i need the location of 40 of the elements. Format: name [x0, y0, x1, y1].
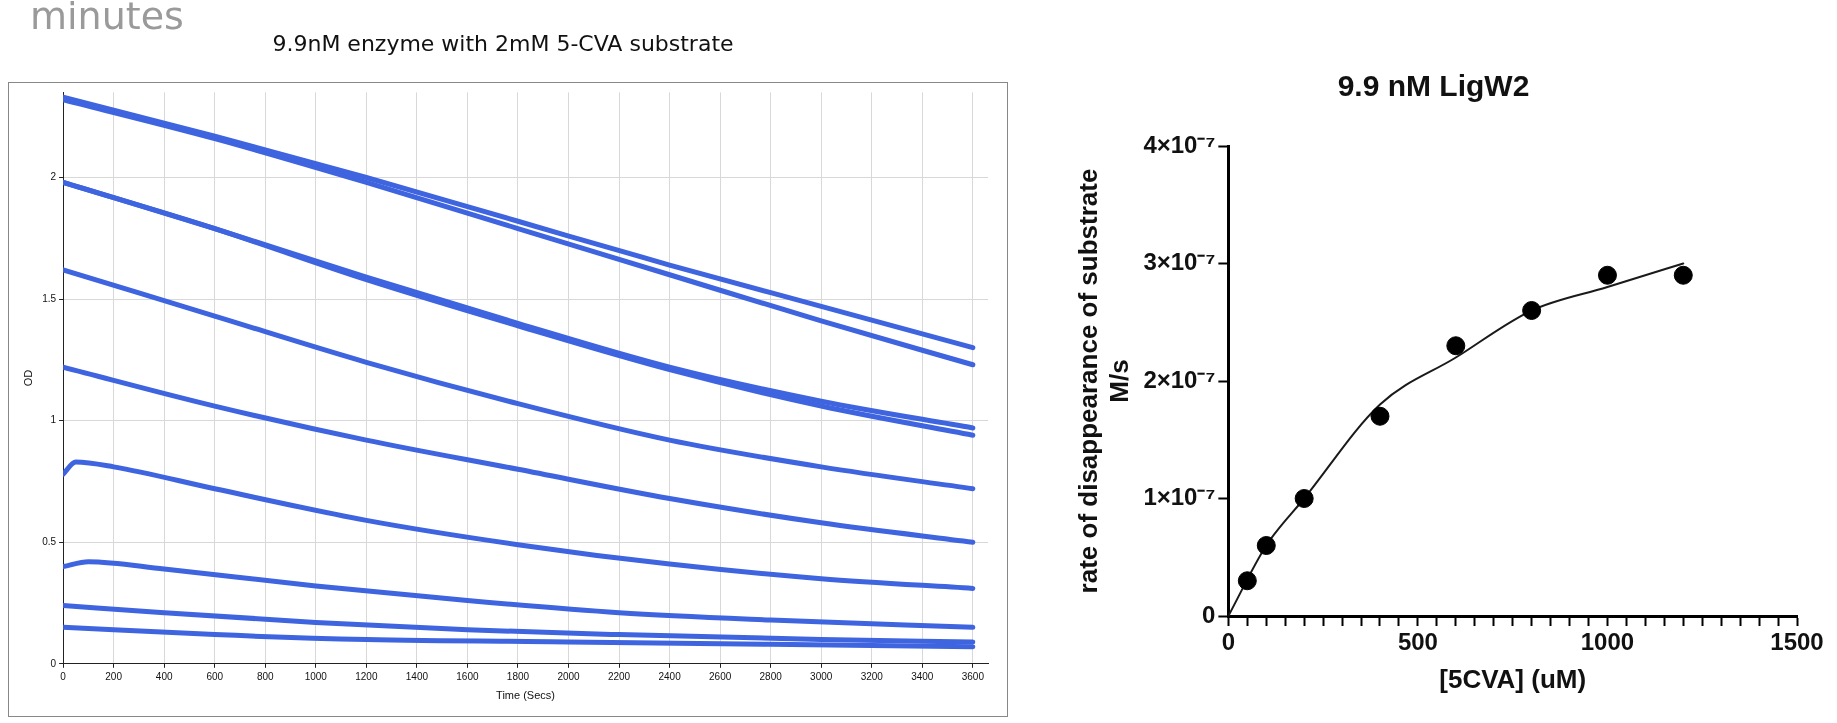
y-axis-title: rate of disappearance of substrate M/s	[1072, 168, 1134, 594]
y-tick-label: 0	[50, 657, 57, 669]
x-tick-label: 1200	[355, 670, 378, 682]
x-tick-label: 2600	[709, 670, 732, 682]
x-tick-label: 1000	[1580, 628, 1635, 656]
chart-title: 9.9 nM LigW2	[1337, 69, 1530, 103]
x-tick-label: 400	[155, 670, 173, 682]
y-axis-title: OD	[21, 369, 34, 387]
x-tick-label: 800	[256, 670, 275, 682]
y-tick-label: 1.5	[42, 292, 57, 304]
y-tick-label: 1×10⁻⁷	[1143, 483, 1216, 511]
y-tick-label: 0.5	[42, 535, 57, 547]
x-tick-label: 1500	[1770, 628, 1824, 656]
x-tick-label: 2200	[607, 670, 631, 682]
y-tick-label: 2×10⁻⁷	[1143, 365, 1216, 393]
x-axis-title: Time (Secs)	[496, 689, 555, 702]
x-tick-label: 3600	[961, 670, 985, 682]
y-tick-label: 1	[50, 414, 57, 426]
x-tick-label: 2000	[557, 670, 581, 682]
y-tick-label: 4×10⁻⁷	[1143, 130, 1216, 158]
x-tick-label: 3000	[810, 670, 833, 682]
x-tick-label: 1600	[456, 670, 479, 682]
x-tick-label: 500	[1397, 628, 1438, 656]
y-tick-label: 0	[1202, 600, 1216, 628]
y-tick-label: 3×10⁻⁷	[1143, 248, 1216, 276]
x-tick-label: 2800	[759, 670, 783, 682]
x-tick-label: 200	[105, 670, 123, 682]
x-tick-label: 3400	[911, 670, 934, 682]
x-tick-label: 3200	[860, 670, 884, 682]
x-tick-label: 1400	[405, 670, 429, 682]
x-tick-label: 2400	[658, 670, 682, 682]
x-tick-label: 1800	[506, 670, 530, 682]
x-tick-label: 1000	[304, 670, 328, 682]
y-tick-label: 2	[50, 171, 57, 183]
x-tick-label: 600	[206, 670, 224, 682]
text: minutes	[30, 0, 184, 38]
x-tick-label: 0	[1221, 628, 1236, 656]
x-axis-title: [5CVA] (uM)	[1439, 663, 1587, 694]
chart-title: 9.9nM enzyme with 2mM 5-CVA substrate	[272, 30, 734, 56]
x-tick-label: 0	[60, 670, 67, 682]
